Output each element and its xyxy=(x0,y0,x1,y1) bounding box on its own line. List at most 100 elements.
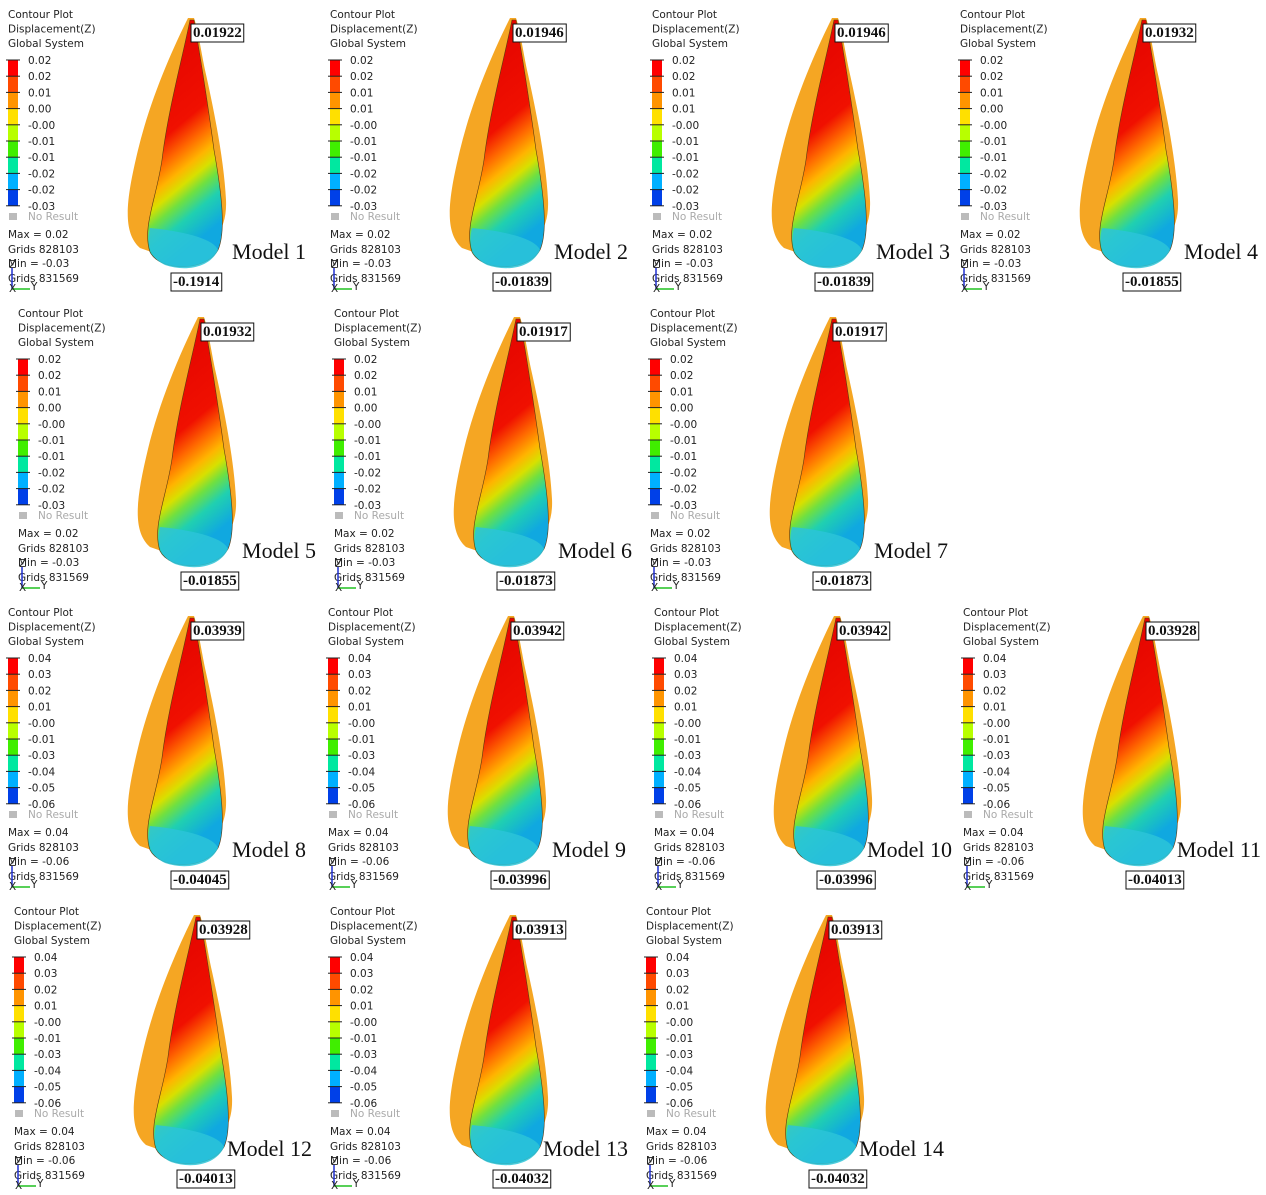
legend-swatch xyxy=(330,109,340,125)
legend-swatch xyxy=(18,472,28,488)
legend-label: -0.05 xyxy=(666,1082,693,1094)
legend-swatch xyxy=(963,755,973,771)
legend-swatch xyxy=(963,739,973,755)
value-label: -0.04013 xyxy=(179,1171,233,1187)
legend-swatch xyxy=(8,723,18,739)
axis-label: Y xyxy=(30,879,38,891)
legend-swatch xyxy=(14,989,24,1005)
panel: Contour PlotDisplacement(Z)Global System… xyxy=(958,9,1258,295)
plot-title: Displacement(Z) xyxy=(334,323,422,335)
legend-label: 0.04 xyxy=(28,653,52,665)
no-result-swatch xyxy=(9,811,17,818)
plot-title: Contour Plot xyxy=(650,308,715,320)
legend-swatch xyxy=(334,359,344,375)
legend-label: -0.03 xyxy=(983,750,1010,762)
info-text: Grids 831569 xyxy=(328,871,399,883)
plot-title: Contour Plot xyxy=(330,906,395,918)
legend-label: -0.05 xyxy=(983,783,1010,795)
info-text: Max = 0.04 xyxy=(963,827,1024,839)
legend-swatch xyxy=(334,440,344,456)
no-result-swatch xyxy=(964,811,972,818)
axis-label: Y xyxy=(30,281,38,293)
legend-label: 0.02 xyxy=(28,71,51,83)
info-text: Grids 831569 xyxy=(654,871,725,883)
legend-swatch xyxy=(963,690,973,706)
legend-swatch xyxy=(18,408,28,424)
info-text: Grids 831569 xyxy=(8,273,79,285)
legend-swatch xyxy=(8,788,18,804)
legend-swatch xyxy=(646,957,656,973)
legend-swatch xyxy=(8,771,18,787)
legend-label: 0.04 xyxy=(983,653,1007,665)
legend-swatch xyxy=(14,1070,24,1086)
info-text: Min = -0.03 xyxy=(334,557,395,569)
legend-swatch xyxy=(328,658,338,674)
legend-label: 0.01 xyxy=(350,87,373,99)
legend-swatch xyxy=(652,125,662,141)
legend-swatch xyxy=(14,1054,24,1070)
legend-label: -0.02 xyxy=(38,467,65,479)
legend-swatch xyxy=(18,375,28,391)
legend-swatch xyxy=(960,173,970,189)
axis-label: X xyxy=(655,881,662,893)
legend-label: 0.04 xyxy=(350,952,374,964)
legend-swatch xyxy=(330,973,340,989)
legend-swatch xyxy=(8,173,18,189)
info-text: Max = 0.04 xyxy=(646,1126,707,1138)
info-text: Max = 0.04 xyxy=(330,1126,391,1138)
model-label: Model 3 xyxy=(876,239,950,264)
plot-title: Displacement(Z) xyxy=(652,24,740,36)
info-text: Grids 828103 xyxy=(654,842,725,854)
legend-label: -0.00 xyxy=(354,419,381,431)
legend-swatch xyxy=(960,157,970,173)
plot-title: Contour Plot xyxy=(14,906,79,918)
legend-swatch xyxy=(654,723,664,739)
axis-label: X xyxy=(651,582,658,594)
axis-label: Y xyxy=(668,1178,676,1190)
legend-label: -0.01 xyxy=(672,136,699,148)
legend-label: -0.02 xyxy=(672,168,699,180)
no-result-swatch xyxy=(19,512,27,519)
legend-label: 0.02 xyxy=(28,55,51,67)
value-label: -0.01855 xyxy=(183,573,237,589)
legend-label: -0.00 xyxy=(674,718,701,730)
legend-swatch xyxy=(334,391,344,407)
legend-label: 0.01 xyxy=(672,104,695,116)
legend-swatch xyxy=(963,707,973,723)
legend-label: 0.02 xyxy=(672,71,695,83)
plot-title: Displacement(Z) xyxy=(646,921,734,933)
legend-label: -0.02 xyxy=(670,484,697,496)
plot-title: Global System xyxy=(654,636,730,648)
info-text: Grids 831569 xyxy=(650,572,721,584)
legend-swatch xyxy=(330,1054,340,1070)
legend-swatch xyxy=(650,424,660,440)
legend-label: 0.02 xyxy=(670,354,693,366)
legend-swatch xyxy=(334,489,344,505)
panel: Contour PlotDisplacement(Z)Global System… xyxy=(332,308,632,594)
legend-label: -0.01 xyxy=(28,152,55,164)
legend-swatch xyxy=(646,1006,656,1022)
legend-swatch xyxy=(8,739,18,755)
legend-swatch xyxy=(650,359,660,375)
model-label: Model 10 xyxy=(867,837,952,862)
legend-label: -0.02 xyxy=(980,168,1007,180)
axis-label: Z xyxy=(9,259,16,271)
legend-swatch xyxy=(328,771,338,787)
panel: Contour PlotDisplacement(Z)Global System… xyxy=(16,308,316,594)
legend-label: 0.02 xyxy=(980,55,1003,67)
legend-label: 0.03 xyxy=(666,968,689,980)
plot-title: Global System xyxy=(328,636,404,648)
info-text: Grids 831569 xyxy=(963,871,1034,883)
legend-label: -0.01 xyxy=(348,734,375,746)
info-text: Grids 831569 xyxy=(330,1170,401,1182)
legend-swatch xyxy=(330,1006,340,1022)
info-text: Max = 0.02 xyxy=(650,528,711,540)
legend-swatch xyxy=(8,190,18,206)
info-text: Min = -0.03 xyxy=(960,258,1021,270)
legend-swatch xyxy=(646,1087,656,1103)
info-text: Max = 0.02 xyxy=(960,229,1021,241)
info-text: Grids 828103 xyxy=(652,244,723,256)
legend-swatch xyxy=(960,190,970,206)
info-text: Max = 0.02 xyxy=(334,528,395,540)
legend-swatch xyxy=(8,109,18,125)
